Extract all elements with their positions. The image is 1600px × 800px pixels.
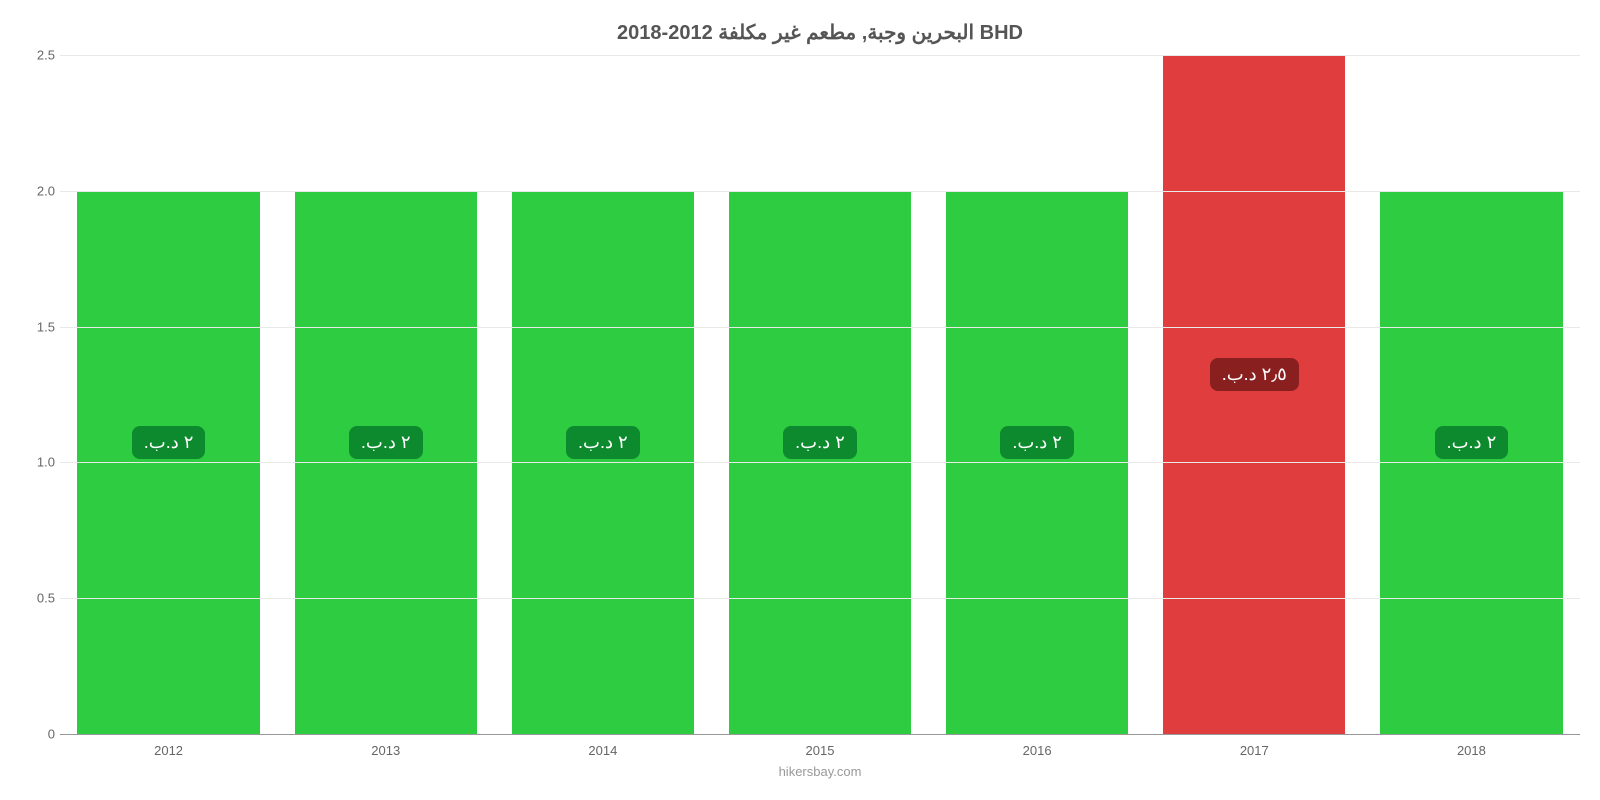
ytick-label: 1.5 [15,319,55,334]
source-text: hikersbay.com [60,764,1580,779]
x-axis-labels: 2012201320142015201620172018 [60,743,1580,758]
ytick-label: 2.5 [15,48,55,63]
xtick-label: 2016 [929,743,1146,758]
gridline [60,327,1580,328]
gridline [60,191,1580,192]
ytick-label: 1.0 [15,455,55,470]
ytick-label: 2.0 [15,183,55,198]
gridline [60,55,1580,56]
xtick-label: 2014 [494,743,711,758]
bars-row: ٢ د.ب.‏ ٢ د.ب.‏ ٢ د.ب.‏ ٢ د.ب.‏ ٢ د.ب.‏ ٢٫٥ د… [60,55,1580,734]
xtick-label: 2015 [711,743,928,758]
bar-slot: ٢ د.ب.‏ [60,55,277,734]
gridline [60,462,1580,463]
bar-slot: ٢ د.ب.‏ [929,55,1146,734]
xtick-label: 2017 [1146,743,1363,758]
bar-slot: ٢ د.ب.‏ [277,55,494,734]
ytick-label: 0 [15,727,55,742]
xtick-label: 2012 [60,743,277,758]
bar: ٢٫٥ د.ب.‏ [1163,55,1345,734]
xtick-label: 2018 [1363,743,1580,758]
bar-value-label: ٢٫٥ د.ب.‏ [1210,358,1299,391]
bar-slot: ٢ د.ب.‏ [711,55,928,734]
bar-value-label: ٢ د.ب.‏ [1000,426,1074,459]
bar-value-label: ٢ د.ب.‏ [783,426,857,459]
gridline [60,598,1580,599]
bar-value-label: ٢ د.ب.‏ [132,426,206,459]
bar-slot: ٢ د.ب.‏ [1363,55,1580,734]
bar-slot: ٢ د.ب.‏ [494,55,711,734]
ytick-label: 0.5 [15,591,55,606]
bar-value-label: ٢ د.ب.‏ [349,426,423,459]
bar-slot: ٢٫٥ د.ب.‏ [1146,55,1363,734]
chart-container: البحرين وجبة, مطعم غير مكلفة 2012-2018 B… [0,0,1600,800]
chart-title: البحرين وجبة, مطعم غير مكلفة 2012-2018 B… [60,20,1580,45]
bar-value-label: ٢ د.ب.‏ [566,426,640,459]
bar-value-label: ٢ د.ب.‏ [1435,426,1509,459]
xtick-label: 2013 [277,743,494,758]
plot-area: ٢ د.ب.‏ ٢ د.ب.‏ ٢ د.ب.‏ ٢ د.ب.‏ ٢ د.ب.‏ ٢٫٥ د… [60,55,1580,735]
